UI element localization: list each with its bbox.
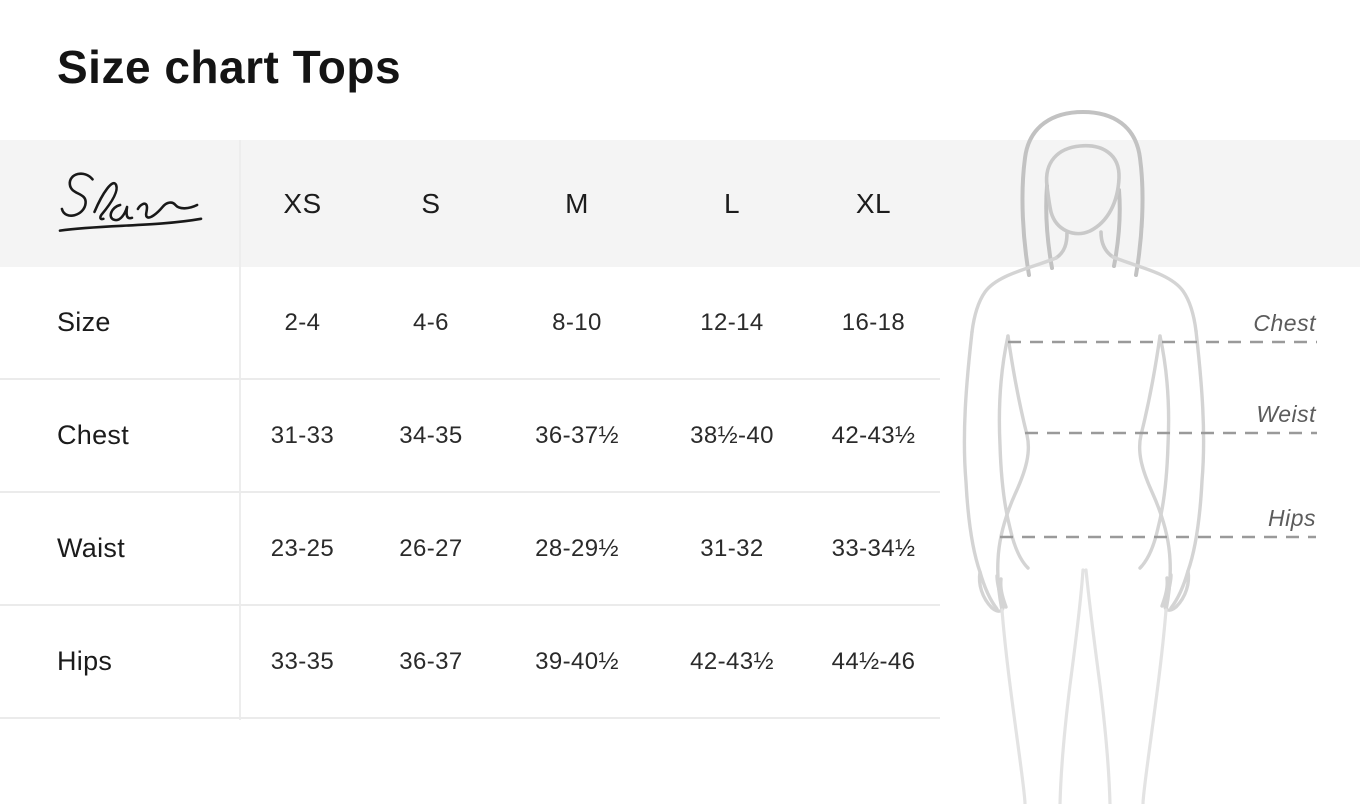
waist-measurement-label: Weist (1256, 401, 1316, 427)
brand-logo-cell (0, 165, 240, 243)
hips-s-value: 36-37 (399, 647, 463, 675)
waist-l-value: 31-32 (700, 534, 764, 562)
table-header-band (0, 140, 1360, 267)
hips-xs-value: 33-35 (270, 647, 335, 675)
hips-l-value: 42-43½ (690, 647, 774, 675)
column-header-m: M (565, 187, 589, 219)
chest-xl-value: 42-43½ (831, 421, 916, 449)
row-label-hips: Hips (57, 646, 113, 676)
size-l-value: 12-14 (700, 308, 764, 336)
waist-xl-value: 33-34½ (831, 534, 916, 562)
row-label-size: Size (57, 307, 111, 337)
table-row-size: Size 2-4 4-6 8-10 12-14 16-18 (0, 267, 940, 380)
waist-xs-value: 23-25 (270, 534, 335, 562)
chest-measurement-label: Chest (1253, 310, 1316, 336)
table-vertical-divider (239, 140, 241, 720)
table-row-chest: Chest 31-33 34-35 36-37½ 38½-40 42-43½ (0, 380, 940, 493)
size-m-value: 8-10 (552, 308, 602, 336)
column-header-s: S (421, 187, 441, 219)
page-title: Size chart Tops (57, 41, 402, 93)
body-measurement-figure (940, 100, 1360, 806)
size-xs-value: 2-4 (284, 308, 321, 336)
size-xl-value: 16-18 (841, 308, 906, 336)
column-header-xs: XS (283, 187, 322, 219)
waist-s-value: 26-27 (399, 534, 463, 562)
hips-measurement-label: Hips (1267, 505, 1316, 531)
row-label-chest: Chest (57, 420, 130, 450)
hips-m-value: 39-40½ (535, 647, 619, 675)
column-header-l: L (723, 187, 741, 219)
chest-xs-value: 31-33 (270, 421, 335, 449)
waist-m-value: 28-29½ (535, 534, 619, 562)
table-header-row: XS S M L XL (0, 140, 940, 267)
chest-l-value: 38½-40 (690, 421, 774, 449)
woman-silhouette-icon (962, 110, 1317, 806)
size-s-value: 4-6 (413, 308, 449, 336)
row-label-waist: Waist (57, 533, 125, 563)
table-row-waist: Waist 23-25 26-27 28-29½ 31-32 33-34½ (0, 493, 940, 606)
elan-logo (58, 171, 203, 232)
column-header-xl: XL (855, 187, 892, 219)
hips-xl-value: 44½-46 (831, 647, 916, 675)
size-table: XS S M L XL Size 2-4 4-6 8-10 12-14 16-1… (0, 140, 940, 719)
table-row-hips: Hips 33-35 36-37 39-40½ 42-43½ 44½-46 (0, 606, 940, 719)
chest-m-value: 36-37½ (535, 421, 619, 449)
chest-s-value: 34-35 (399, 421, 463, 449)
